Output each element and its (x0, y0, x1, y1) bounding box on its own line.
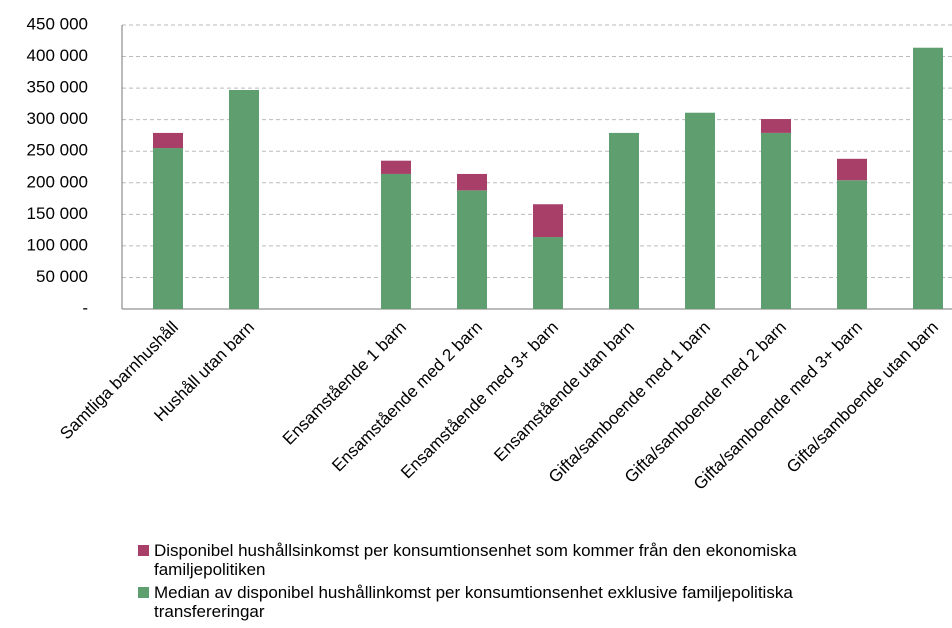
bar-segment (609, 132, 639, 309)
bar-segment (913, 47, 943, 309)
chart: - 50 000 100 000 150 000 200 000 250 000 300 0… (27, 14, 952, 494)
bar-segment (153, 148, 183, 309)
bar-segment (381, 160, 411, 174)
y-tick-label: 250 000 (27, 141, 88, 160)
bar-segment (153, 132, 183, 149)
bar-segment (457, 190, 487, 309)
y-tick-label: 150 000 (27, 204, 88, 223)
y-tick-label: 100 000 (27, 235, 88, 254)
y-tick-label: 450 000 (27, 14, 88, 33)
y-tick-label: 300 000 (27, 109, 88, 128)
legend-item: Median av disponibel hushållinkomst per … (138, 583, 858, 621)
bar-segment (761, 132, 791, 309)
legend-item: Disponibel hushållsinkomst per konsumtio… (138, 541, 858, 579)
bar-segment (533, 204, 563, 238)
y-tick-label: - (82, 298, 88, 317)
bar-segment (533, 237, 563, 309)
y-tick-label: 400 000 (27, 46, 88, 65)
x-tick-label: Ensamstående med 3+ barn (397, 318, 562, 483)
x-tick-label: Gifta/samboende med 1 barn (545, 318, 714, 487)
x-tick-label: Ensamstående med 2 barn (328, 318, 486, 476)
bar-segment (761, 119, 791, 133)
bar-segment (381, 173, 411, 309)
x-tick-label: Ensamstående utan barn (490, 318, 638, 466)
legend-label: Disponibel hushållsinkomst per konsumtio… (154, 541, 797, 579)
x-tick-label: Gifta/samboende utan barn (783, 318, 942, 477)
y-tick-label: 200 000 (27, 172, 88, 191)
bar-segment (837, 158, 867, 181)
legend-swatch (138, 587, 149, 598)
y-tick-label: 50 000 (36, 267, 88, 286)
bar-segment (685, 112, 715, 309)
x-tick-label: Ensamstående 1 barn (279, 318, 410, 449)
x-tick-label: Gifta/samboende med 2 barn (621, 318, 790, 487)
legend-label: Median av disponibel hushållinkomst per … (154, 583, 793, 621)
legend-swatch (138, 545, 149, 556)
bar-segment (229, 90, 259, 309)
bar-segment (837, 180, 867, 309)
y-tick-label: 350 000 (27, 78, 88, 97)
bar-segment (457, 173, 487, 191)
